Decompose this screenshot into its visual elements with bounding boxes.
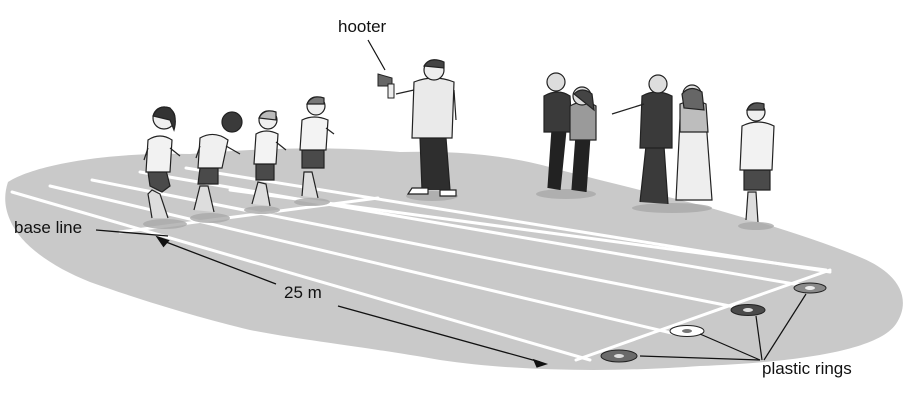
rings-leaders xyxy=(639,293,807,361)
finish-end-line xyxy=(574,268,832,362)
hooter-icon xyxy=(377,73,395,99)
runner-4 xyxy=(299,96,335,199)
ring-4 xyxy=(793,282,827,294)
distance-arrow xyxy=(155,235,549,368)
runner-1 xyxy=(143,106,181,219)
lane-line-4 xyxy=(138,170,802,287)
ring-1 xyxy=(600,349,638,363)
hooter-label: hooter xyxy=(338,17,387,36)
plastic-rings-label: plastic rings xyxy=(762,359,852,378)
ring-3 xyxy=(730,304,766,316)
hooter-leader xyxy=(367,39,386,71)
runner-2 xyxy=(193,111,243,213)
base-line-label: base line xyxy=(14,218,83,237)
starter-person xyxy=(395,59,457,197)
ring-2 xyxy=(669,325,705,337)
track-lines xyxy=(10,166,832,362)
lane-line-1 xyxy=(10,190,592,362)
spectator-woman xyxy=(675,84,713,201)
spectator-man-pointing xyxy=(611,74,673,205)
runner-3 xyxy=(251,110,287,207)
base-line-leader xyxy=(95,229,169,237)
spectator-couple xyxy=(543,72,597,193)
figure-shadows xyxy=(143,189,774,230)
distance-label: 25 m xyxy=(284,283,322,302)
spectator-boy xyxy=(739,102,775,223)
plastic-rings xyxy=(600,282,827,363)
